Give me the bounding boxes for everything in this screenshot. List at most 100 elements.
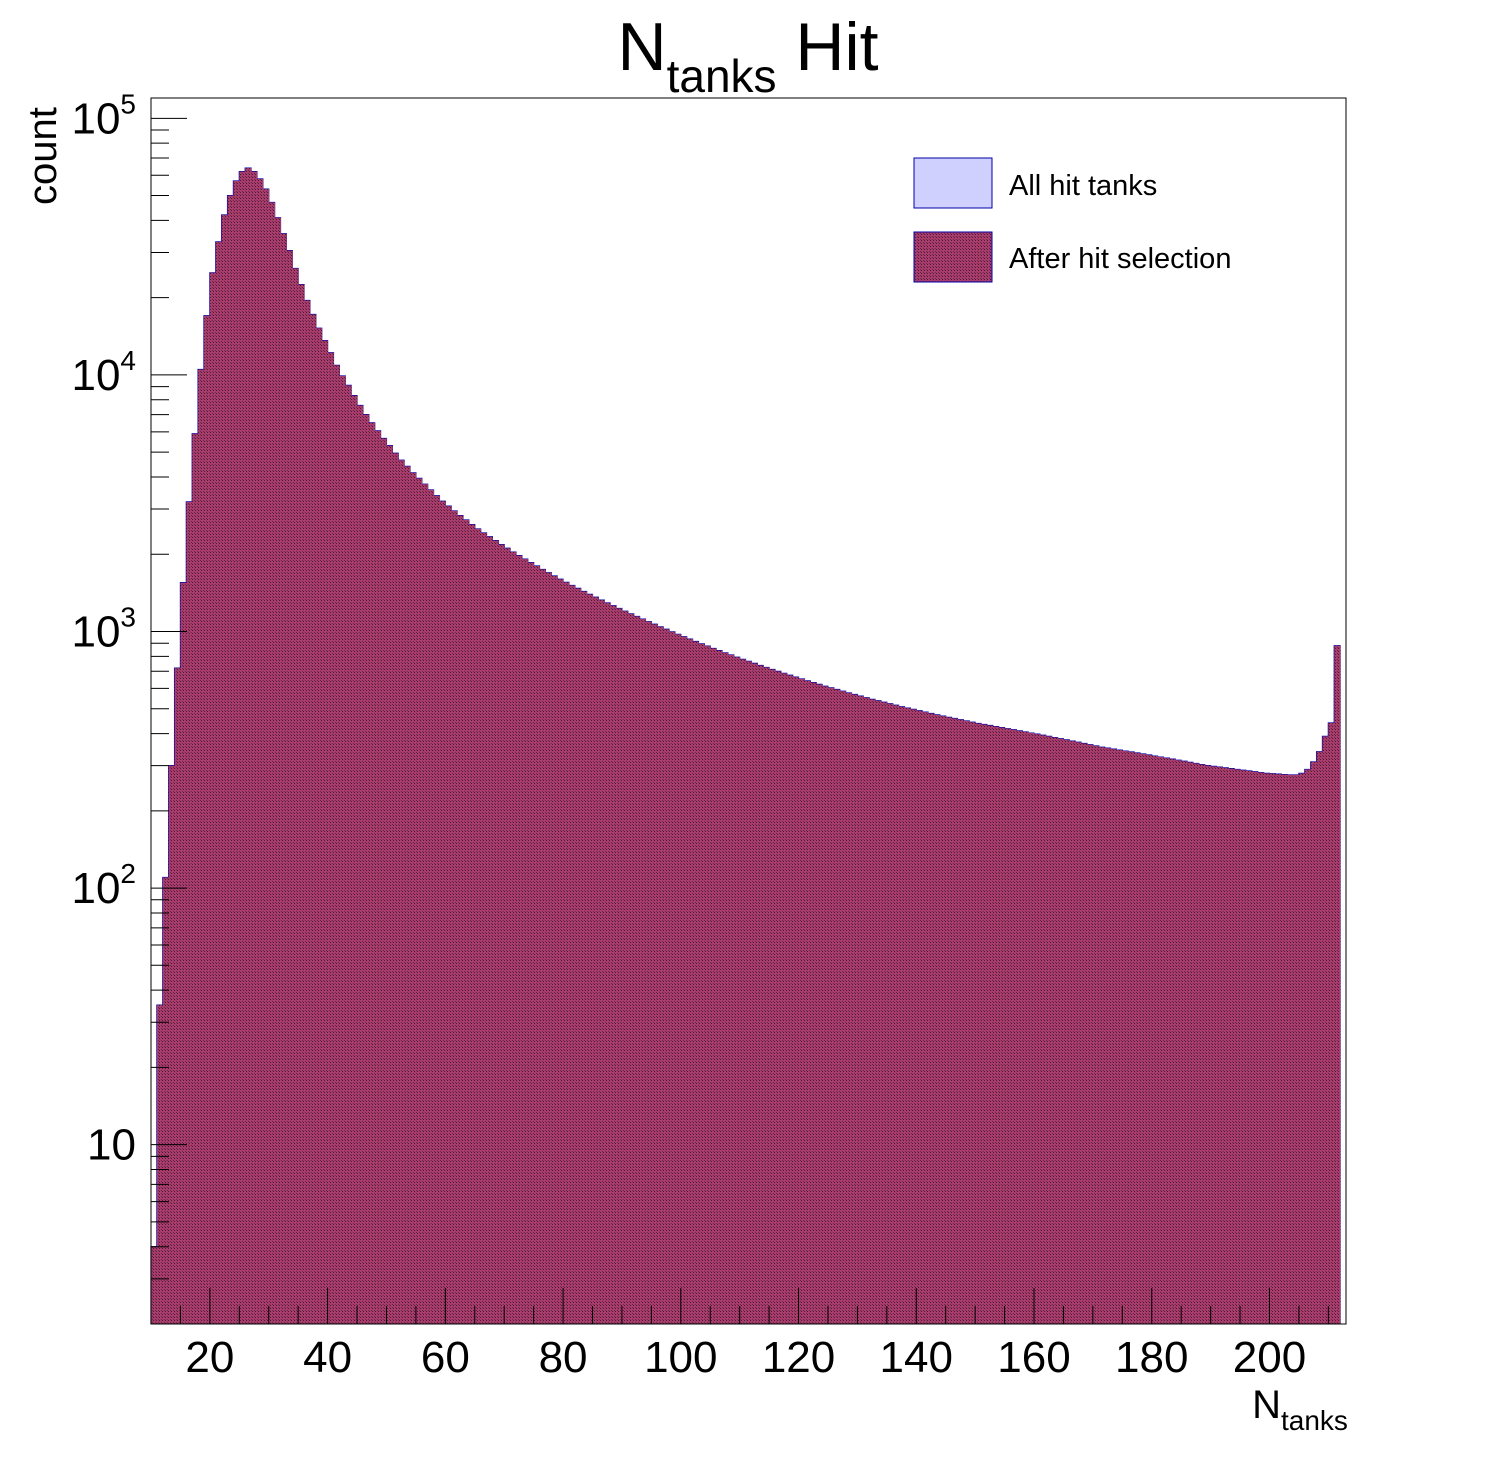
- bar: [345, 385, 352, 1324]
- bar: [357, 405, 364, 1325]
- bar: [1034, 734, 1041, 1324]
- bar: [498, 544, 505, 1324]
- bar: [1275, 774, 1282, 1324]
- bar: [963, 720, 970, 1324]
- bar: [827, 687, 835, 1324]
- bar: [1298, 773, 1306, 1324]
- bar: [1075, 742, 1082, 1324]
- y-tick-label-base: 10: [71, 607, 120, 656]
- bar: [951, 718, 958, 1324]
- y-tick-label-base: 10: [71, 864, 120, 913]
- bar: [680, 636, 688, 1324]
- bar: [174, 668, 181, 1324]
- y-tick-label-exp: 4: [120, 345, 136, 376]
- x-axis-ticks: 20 40 60 80 100 120 140 160 180 200: [150, 1288, 1329, 1382]
- bar: [256, 179, 264, 1324]
- bar: [457, 515, 464, 1324]
- bar: [1051, 737, 1058, 1324]
- bar: [203, 315, 211, 1324]
- bar: [727, 654, 735, 1324]
- bar: [1240, 770, 1247, 1324]
- bar: [192, 433, 199, 1324]
- bar: [298, 284, 305, 1324]
- bar: [651, 624, 658, 1324]
- bar: [969, 722, 976, 1324]
- bar: [392, 453, 399, 1324]
- legend-label-after-hit-selection: After hit selection: [1009, 243, 1231, 275]
- bar: [568, 585, 576, 1324]
- bar: [1304, 769, 1312, 1324]
- bar: [563, 582, 570, 1324]
- bar: [733, 657, 741, 1324]
- bar: [404, 466, 411, 1324]
- bar: [421, 484, 429, 1324]
- bar: [769, 669, 776, 1324]
- bar: [1145, 755, 1153, 1324]
- chart-title: Ntanks Hit: [617, 9, 878, 102]
- bar: [1228, 768, 1235, 1324]
- bar: [1316, 751, 1323, 1324]
- bar: [822, 686, 829, 1324]
- bar: [604, 602, 611, 1324]
- bar: [156, 1005, 164, 1324]
- x-tick-label: 160: [997, 1333, 1070, 1382]
- bar: [1039, 735, 1047, 1324]
- bar: [1281, 774, 1288, 1324]
- x-axis-label: Ntanks: [1252, 1383, 1348, 1436]
- bar: [1116, 750, 1123, 1324]
- bar: [480, 533, 487, 1324]
- bar: [268, 202, 276, 1325]
- bar: [451, 510, 458, 1324]
- x-tick-label: 40: [303, 1333, 352, 1382]
- bar: [1098, 747, 1106, 1324]
- bar: [880, 702, 888, 1324]
- bar: [368, 422, 376, 1324]
- bar: [1198, 764, 1206, 1324]
- bar: [898, 706, 905, 1324]
- bar: [1222, 767, 1229, 1324]
- bar: [327, 352, 334, 1324]
- y-tick-label: 105: [71, 88, 136, 143]
- legend-label-all-hit-tanks: All hit tanks: [1009, 170, 1157, 202]
- bar: [1328, 722, 1335, 1324]
- bar: [904, 708, 911, 1324]
- y-tick-label: 104: [71, 345, 136, 400]
- bar: [1151, 756, 1159, 1324]
- bar: [786, 675, 794, 1324]
- bar: [445, 506, 452, 1324]
- bar: [1163, 758, 1170, 1324]
- bar: [180, 582, 187, 1324]
- bar: [916, 710, 923, 1324]
- series-after-hit-selection: [151, 168, 1341, 1325]
- bar: [1310, 761, 1317, 1324]
- bar: [757, 665, 764, 1324]
- y-tick-label-exp: 2: [120, 858, 136, 889]
- bar: [833, 689, 841, 1324]
- bar: [1110, 749, 1117, 1324]
- x-tick-label: 180: [1115, 1333, 1188, 1382]
- bar: [1063, 739, 1070, 1324]
- bar: [1010, 729, 1017, 1324]
- bar: [351, 395, 358, 1324]
- bar: [686, 639, 693, 1324]
- bar: [1187, 762, 1194, 1324]
- bar: [551, 576, 558, 1324]
- bar: [1287, 774, 1294, 1324]
- bar: [928, 713, 935, 1324]
- bar: [774, 671, 782, 1324]
- bar: [1175, 760, 1182, 1324]
- bar: [215, 241, 223, 1325]
- bar: [1210, 766, 1217, 1324]
- bar: [751, 663, 758, 1324]
- bar: [1028, 733, 1035, 1324]
- x-label-main: N: [1252, 1383, 1281, 1427]
- bar: [710, 648, 717, 1324]
- bar: [922, 712, 929, 1324]
- bar: [657, 626, 664, 1324]
- y-tick-label-base: 10: [71, 94, 120, 143]
- bar: [1257, 772, 1264, 1324]
- bar: [857, 696, 864, 1324]
- bar: [1004, 728, 1011, 1324]
- bar: [1086, 744, 1094, 1324]
